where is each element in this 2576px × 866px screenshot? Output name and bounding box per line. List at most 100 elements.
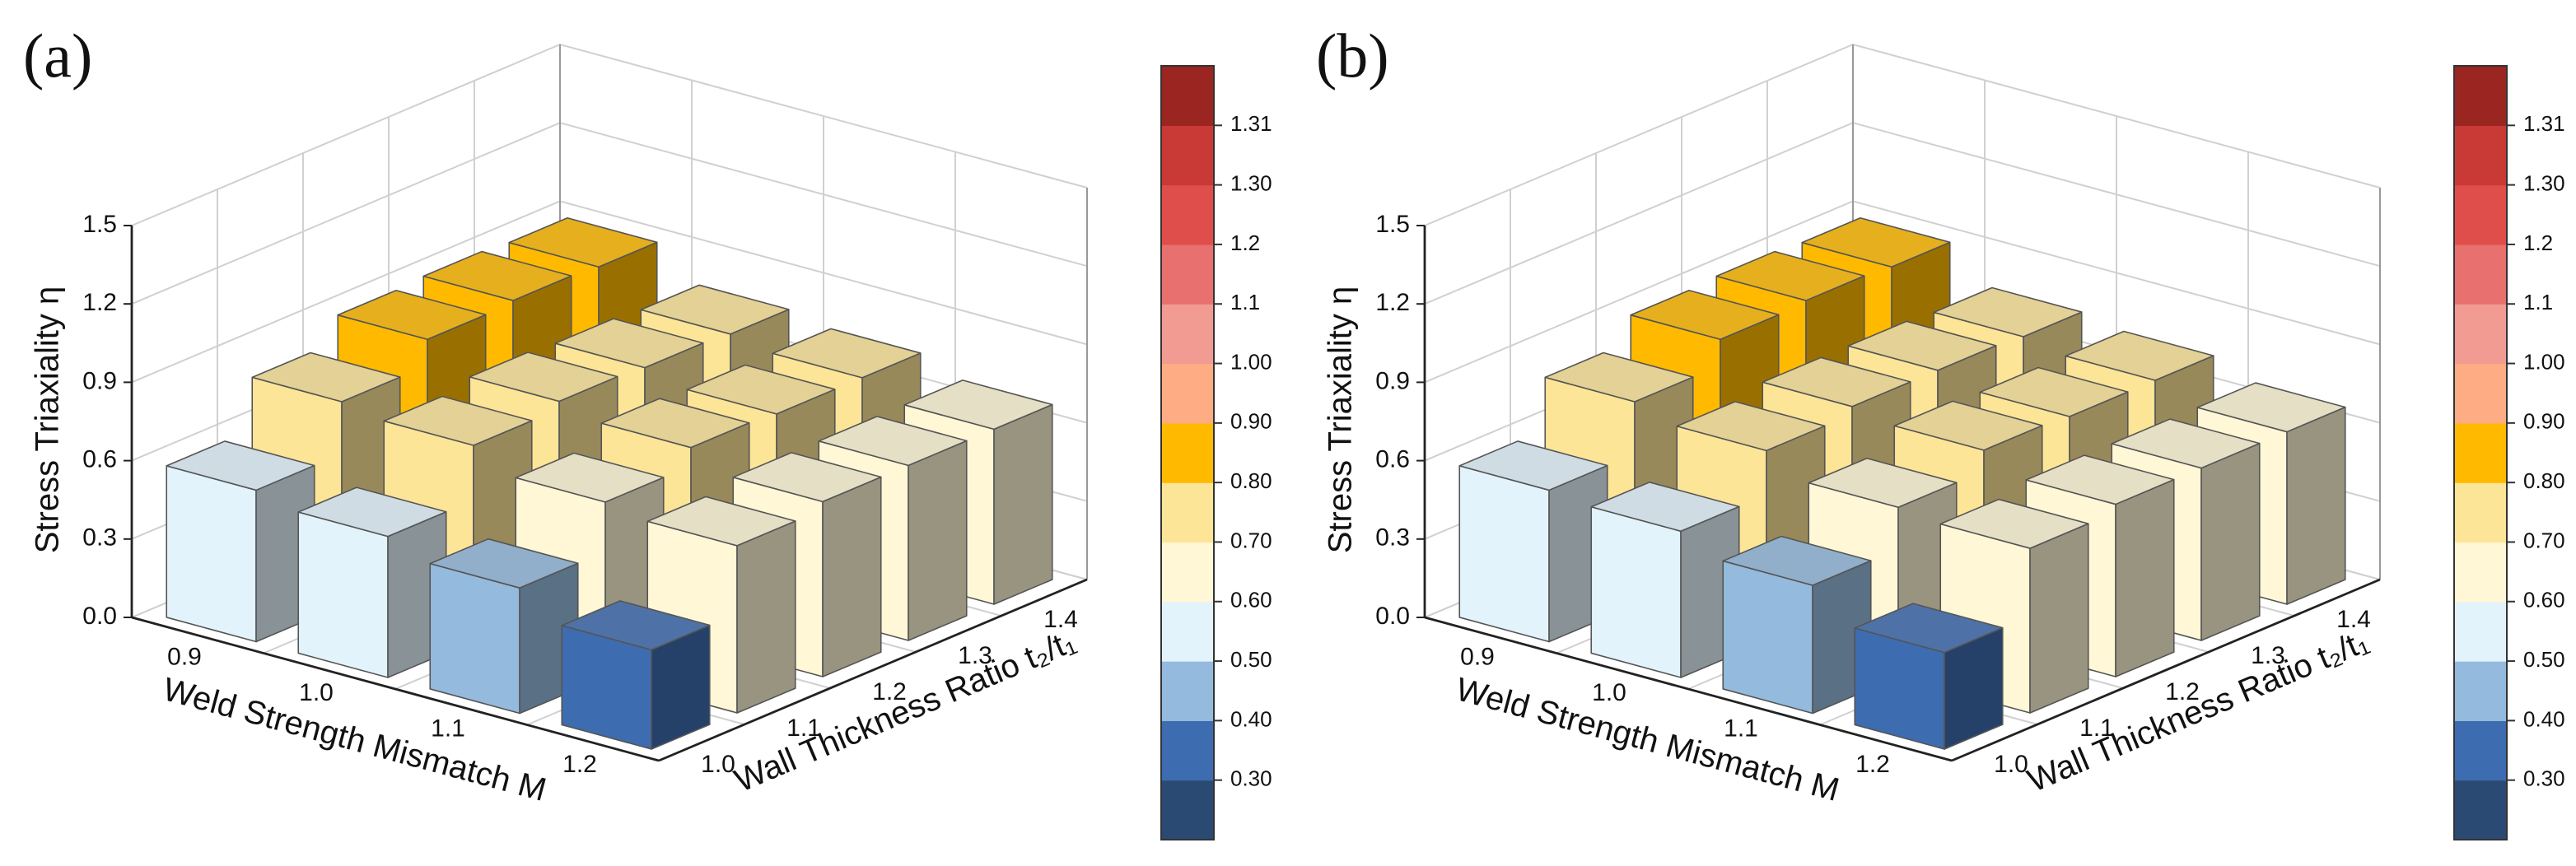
bar-top (1715, 250, 1865, 301)
y-tick-label: 1.3 (2251, 642, 2285, 669)
z-tick-label: 0.3 (82, 524, 117, 552)
colorbar-band (1161, 184, 1214, 245)
bar-top (1893, 400, 2043, 451)
bar-top (1854, 603, 2004, 654)
colorbar-tick-label: 1.30 (2523, 170, 2565, 195)
colorbar-tick-label: 0.50 (1230, 647, 1272, 672)
z-tick-label: 1.5 (82, 211, 117, 238)
z-tick-label: 0.0 (1375, 603, 1410, 630)
x-tick-label: 1.1 (431, 715, 465, 743)
colorbar-tick-label: 1.00 (1230, 349, 1272, 374)
bar-side (736, 520, 796, 714)
bar-top (646, 496, 796, 547)
z-tick-label: 0.6 (82, 446, 117, 473)
z-tick-label: 1.2 (1375, 289, 1410, 316)
bar-top (1590, 481, 1740, 533)
panel-label: (b) (1316, 21, 1389, 91)
colorbar-band (1161, 542, 1214, 603)
x-tick-label: 1.2 (1855, 751, 1890, 778)
x-tick-label: 0.9 (1460, 644, 1495, 671)
bar-side (908, 440, 968, 641)
colorbar-tick-label: 0.80 (2523, 468, 2565, 493)
colorbar-band (2454, 363, 2507, 424)
bar-front (166, 465, 257, 643)
bar-side (2200, 442, 2261, 641)
y-tick-label: 1.2 (2165, 678, 2200, 705)
z-tick-label: 1.2 (82, 289, 117, 316)
bar-top (251, 352, 401, 403)
bar-top (337, 289, 487, 341)
bar-front (1590, 505, 1682, 678)
bar-front (1722, 560, 1813, 715)
colorbar-band (2454, 125, 2507, 186)
colorbar-band (2454, 184, 2507, 245)
colorbar-band (1161, 422, 1214, 483)
colorbar-band (1161, 244, 1214, 305)
colorbar-tick-label: 0.40 (2523, 706, 2565, 731)
colorbar-tick-label: 0.60 (1230, 588, 1272, 612)
bar-top (1933, 286, 2083, 338)
colorbar-band (2454, 422, 2507, 483)
x-tick-label: 1.1 (1724, 715, 1758, 743)
grid-line (131, 43, 1088, 226)
y-axis (658, 578, 1088, 762)
colorbar-band (1161, 661, 1214, 721)
z-axis-label: Stress Triaxiality η (1323, 286, 1359, 554)
panel-label: (a) (23, 21, 92, 91)
bar-top (383, 395, 533, 446)
bar-top (1801, 216, 1951, 268)
colorbar-band (2454, 304, 2507, 365)
bar-side (822, 476, 882, 677)
bar-top (515, 452, 665, 503)
bar-top (1847, 320, 1997, 371)
z-tick-label: 0.3 (1375, 524, 1410, 552)
colorbar-tick-label: 1.31 (2523, 111, 2565, 136)
y-tick-label: 1.2 (872, 678, 907, 705)
colorbar-tick-label: 0.30 (2523, 766, 2565, 791)
colorbar-tick-label: 0.90 (2523, 409, 2565, 434)
grid-line (1424, 43, 2381, 226)
x-tick-label: 1.2 (562, 751, 597, 778)
y-tick-label: 1.0 (701, 751, 735, 778)
colorbar-band (1161, 66, 1214, 126)
bar-top (772, 328, 922, 379)
bar-top (818, 416, 968, 467)
colorbar-tick-label: 1.00 (2523, 349, 2565, 374)
colorbar-tick-label: 0.50 (2523, 647, 2565, 672)
bar-top (561, 600, 711, 651)
bar-side (993, 403, 1053, 605)
bar-top (469, 352, 618, 403)
colorbar-band (1161, 363, 1214, 424)
y-tick-label: 1.0 (1994, 751, 2028, 778)
z-tick-label: 0.9 (1375, 367, 1410, 394)
bar-top (1979, 366, 2129, 417)
bar-top (1630, 289, 1780, 341)
bar-top (429, 538, 579, 589)
colorbar-tick-label: 0.80 (1230, 468, 1272, 493)
bar-front (1458, 465, 1550, 643)
bar-top (2025, 454, 2175, 505)
colorbar-band (2454, 780, 2507, 840)
y-tick-label: 1.1 (2079, 715, 2114, 742)
colorbar-tick-label: 0.90 (1230, 409, 1272, 434)
colorbar-band (2454, 601, 2507, 662)
colorbar-tick-label: 1.2 (1230, 230, 1260, 255)
bar-top (422, 250, 572, 301)
colorbar-band (2454, 720, 2507, 781)
z-tick-label: 1.5 (1375, 211, 1410, 238)
colorbar-band (2454, 661, 2507, 721)
colorbar-tick-label: 0.70 (1230, 528, 1272, 552)
colorbar-tick-label: 0.60 (2523, 588, 2565, 612)
colorbar-tick-label: 1.31 (1230, 111, 1272, 136)
colorbar-band (1161, 304, 1214, 365)
bar-top (1722, 535, 1872, 586)
colorbar-band (1161, 720, 1214, 781)
bar-top (1544, 352, 1694, 403)
z-tick-label: 0.6 (1375, 446, 1410, 473)
bar-top (1676, 401, 1826, 452)
bar-front (297, 511, 389, 678)
bar-top (2196, 382, 2346, 433)
bar-side (2029, 523, 2089, 714)
y-tick-label: 1.1 (786, 715, 821, 742)
